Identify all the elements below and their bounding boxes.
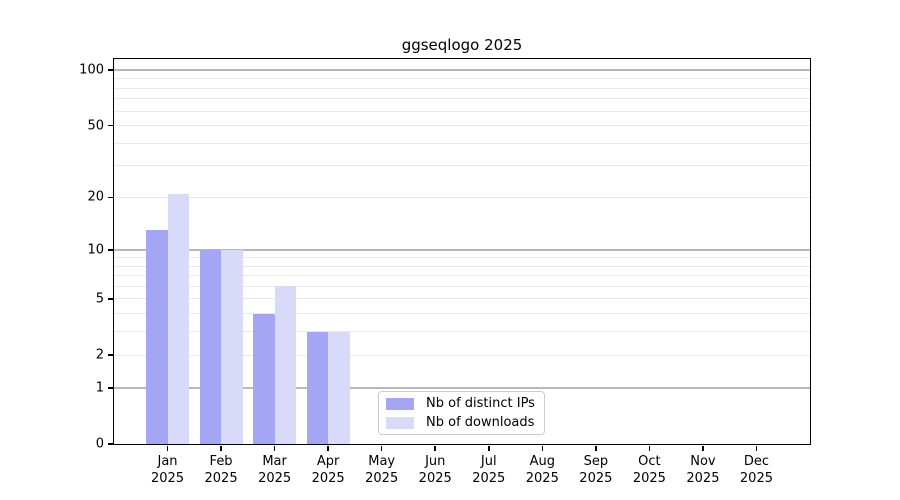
y-axis-tick — [107, 196, 113, 199]
y-axis-tick — [107, 387, 113, 389]
y-axis-tick-label: 100 — [79, 62, 104, 78]
minor-gridline — [114, 142, 810, 144]
x-axis-tick-label: Nov 2025 — [686, 454, 720, 486]
legend-label: Nb of downloads — [426, 414, 535, 430]
minor-gridline — [114, 98, 810, 100]
y-axis-tick-label: 20 — [87, 189, 104, 205]
major-gridline — [114, 69, 810, 71]
x-axis-tick — [541, 445, 544, 451]
x-axis-tick-label: Apr 2025 — [311, 454, 345, 486]
y-axis-tick-label: 5 — [95, 291, 104, 307]
x-axis-tick-label: Oct 2025 — [632, 454, 666, 486]
x-axis-tick — [273, 445, 276, 451]
x-axis-tick — [488, 445, 490, 451]
minor-gridline — [114, 196, 810, 198]
bar-distinct-ips — [146, 230, 168, 444]
minor-gridline — [114, 298, 810, 300]
minor-gridline — [114, 275, 810, 277]
x-axis-tick-label: Aug 2025 — [525, 454, 559, 486]
legend-item-distinct-ips: Nb of distinct IPs — [386, 396, 544, 412]
minor-gridline — [114, 87, 810, 89]
y-axis-tick — [107, 249, 113, 251]
x-axis-tick-label: Mar 2025 — [258, 454, 292, 486]
bar-downloads — [221, 249, 243, 444]
y-axis-tick-label: 2 — [95, 347, 104, 363]
x-axis-tick-label: Jul 2025 — [472, 454, 506, 486]
bar-downloads — [274, 286, 297, 444]
minor-gridline — [114, 165, 810, 167]
minor-gridline — [114, 331, 810, 333]
bar-downloads — [328, 331, 350, 444]
x-axis-tick-label: Jun 2025 — [418, 454, 452, 486]
y-axis-tick — [107, 69, 113, 71]
legend-label: Nb of distinct IPs — [426, 395, 535, 411]
minor-gridline — [114, 110, 810, 112]
x-axis-tick — [434, 445, 436, 451]
plot-area: 0 1 2 5 10 20 50 100 Jan 2025 Feb 2025 Mar 2025 Apr… — [79, 58, 811, 486]
y-axis-tick — [107, 298, 113, 300]
x-axis-tick — [220, 445, 222, 451]
minor-gridline — [114, 125, 810, 127]
x-axis-tick-label: May 2025 — [365, 454, 399, 486]
y-axis-tick — [107, 124, 113, 127]
minor-gridline — [114, 78, 810, 80]
y-axis-tick — [107, 443, 113, 445]
minor-gridline — [114, 257, 810, 258]
legend-item-downloads: Nb of downloads — [386, 415, 544, 431]
minor-gridline — [114, 313, 810, 315]
x-axis-tick-label: Jan 2025 — [150, 454, 185, 486]
legend-swatch — [386, 397, 414, 410]
x-axis-tick — [648, 445, 651, 451]
x-axis-tick-label: Feb 2025 — [204, 454, 238, 486]
bar-downloads — [167, 193, 190, 444]
x-axis-tick — [166, 445, 169, 451]
major-gridline — [114, 249, 810, 251]
x-axis-tick — [327, 445, 329, 451]
x-axis-tick-label: Dec 2025 — [739, 454, 773, 486]
minor-gridline — [114, 265, 810, 267]
bar-distinct-ips — [306, 331, 329, 444]
x-axis-tick-label: Sep 2025 — [579, 454, 613, 486]
y-axis-tick-label: 10 — [87, 242, 104, 258]
major-gridline — [114, 387, 810, 389]
y-axis-tick-label: 1 — [95, 380, 104, 396]
x-axis-tick — [380, 445, 383, 451]
x-axis-tick — [595, 445, 597, 451]
bar-distinct-ips — [199, 249, 222, 444]
legend-swatch — [386, 416, 414, 429]
minor-gridline — [114, 354, 810, 356]
y-axis-tick-label: 50 — [87, 118, 104, 134]
legend: Nb of distinct IPs Nb of downloads — [378, 391, 545, 435]
minor-gridline — [114, 285, 810, 287]
chart-title: ggseqlogo 2025 — [401, 36, 523, 54]
x-axis-tick — [755, 445, 758, 451]
x-axis-tick — [702, 445, 704, 451]
y-axis-tick — [107, 354, 113, 356]
bar-distinct-ips — [253, 313, 275, 444]
y-axis-tick-label: 0 — [95, 436, 104, 452]
